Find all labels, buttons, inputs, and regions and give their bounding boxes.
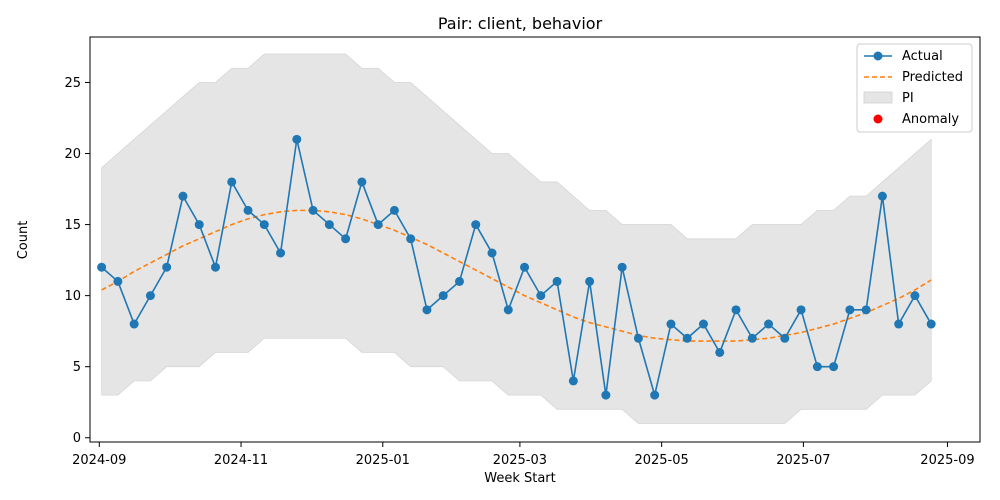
actual-point bbox=[471, 220, 481, 230]
axes-frame bbox=[89, 36, 981, 443]
actual-point bbox=[812, 362, 822, 372]
actual-point bbox=[633, 333, 643, 343]
x-tick-label: 2025-09 bbox=[920, 453, 974, 468]
y-tick-label: 25 bbox=[64, 76, 81, 91]
actual-point bbox=[129, 319, 139, 329]
x-axis-label: Week Start bbox=[484, 471, 556, 486]
y-axis-label: Count bbox=[16, 221, 31, 260]
legend: Actual Predicted PI Anomaly bbox=[856, 43, 973, 133]
y-tick-label: 0 bbox=[73, 431, 81, 446]
plot-area bbox=[97, 53, 936, 424]
actual-point bbox=[97, 262, 107, 272]
y-tick-label: 10 bbox=[64, 289, 81, 304]
legend-anomaly-label: Anomaly bbox=[902, 112, 959, 127]
legend-pi-swatch bbox=[863, 91, 893, 104]
actual-point bbox=[877, 191, 887, 201]
actual-point bbox=[308, 205, 318, 215]
y-tick-label: 15 bbox=[64, 218, 81, 233]
x-tick-label: 2025-01 bbox=[356, 453, 410, 468]
actual-point bbox=[698, 319, 708, 329]
actual-point bbox=[389, 205, 399, 215]
actual-point bbox=[845, 305, 855, 315]
actual-point bbox=[324, 220, 334, 230]
prediction-interval-band bbox=[101, 53, 932, 424]
actual-point bbox=[926, 319, 936, 329]
actual-point bbox=[520, 262, 530, 272]
actual-point bbox=[178, 191, 188, 201]
actual-point bbox=[210, 262, 220, 272]
actual-point bbox=[292, 134, 302, 144]
actual-point bbox=[145, 291, 155, 301]
actual-point bbox=[764, 319, 774, 329]
x-tick-label: 2025-03 bbox=[493, 453, 547, 468]
actual-point bbox=[536, 291, 546, 301]
actual-point bbox=[357, 177, 367, 187]
actual-point bbox=[487, 248, 497, 258]
actual-point bbox=[731, 305, 741, 315]
actual-series-line bbox=[101, 139, 932, 396]
actual-point bbox=[259, 220, 269, 230]
actual-point bbox=[227, 177, 237, 187]
actual-point bbox=[910, 291, 920, 301]
actual-point bbox=[422, 305, 432, 315]
x-tick-label: 2025-07 bbox=[776, 453, 830, 468]
legend-actual-label: Actual bbox=[902, 49, 943, 64]
actual-point bbox=[829, 362, 839, 372]
y-tick-label: 5 bbox=[73, 360, 81, 375]
actual-point bbox=[861, 305, 871, 315]
actual-point bbox=[113, 276, 123, 286]
actual-point bbox=[373, 220, 383, 230]
actual-point bbox=[243, 205, 253, 215]
actual-point bbox=[568, 376, 578, 386]
axes: 2024-09 2024-11 2025-01 2025-03 2025-05 2025-… bbox=[64, 36, 981, 468]
actual-point bbox=[650, 390, 660, 400]
x-tick-label: 2024-09 bbox=[72, 453, 126, 468]
legend-anomaly-swatch bbox=[873, 114, 883, 124]
actual-point bbox=[341, 234, 351, 244]
x-tick-label: 2024-11 bbox=[214, 453, 268, 468]
actual-point bbox=[454, 276, 464, 286]
actual-point bbox=[552, 276, 562, 286]
actual-point bbox=[780, 333, 790, 343]
actual-point bbox=[503, 305, 513, 315]
actual-point bbox=[666, 319, 676, 329]
legend-box bbox=[856, 43, 973, 133]
actual-point bbox=[585, 276, 595, 286]
actual-point bbox=[617, 262, 627, 272]
actual-point bbox=[438, 291, 448, 301]
predicted-series-line bbox=[101, 209, 932, 342]
legend-pi-label: PI bbox=[902, 91, 914, 106]
legend-predicted-label: Predicted bbox=[902, 70, 963, 85]
actual-point bbox=[601, 390, 611, 400]
actual-point bbox=[715, 347, 725, 357]
x-tick-label: 2025-05 bbox=[634, 453, 688, 468]
legend-actual-marker-swatch bbox=[873, 51, 883, 61]
actual-point bbox=[796, 305, 806, 315]
actual-point bbox=[194, 220, 204, 230]
y-tick-label: 20 bbox=[64, 147, 81, 162]
actual-point bbox=[894, 319, 904, 329]
chart-title: Pair: client, behavior bbox=[438, 14, 603, 33]
actual-point bbox=[162, 262, 172, 272]
actual-point bbox=[276, 248, 286, 258]
actual-point bbox=[747, 333, 757, 343]
actual-point bbox=[406, 234, 416, 244]
actual-point bbox=[682, 333, 692, 343]
